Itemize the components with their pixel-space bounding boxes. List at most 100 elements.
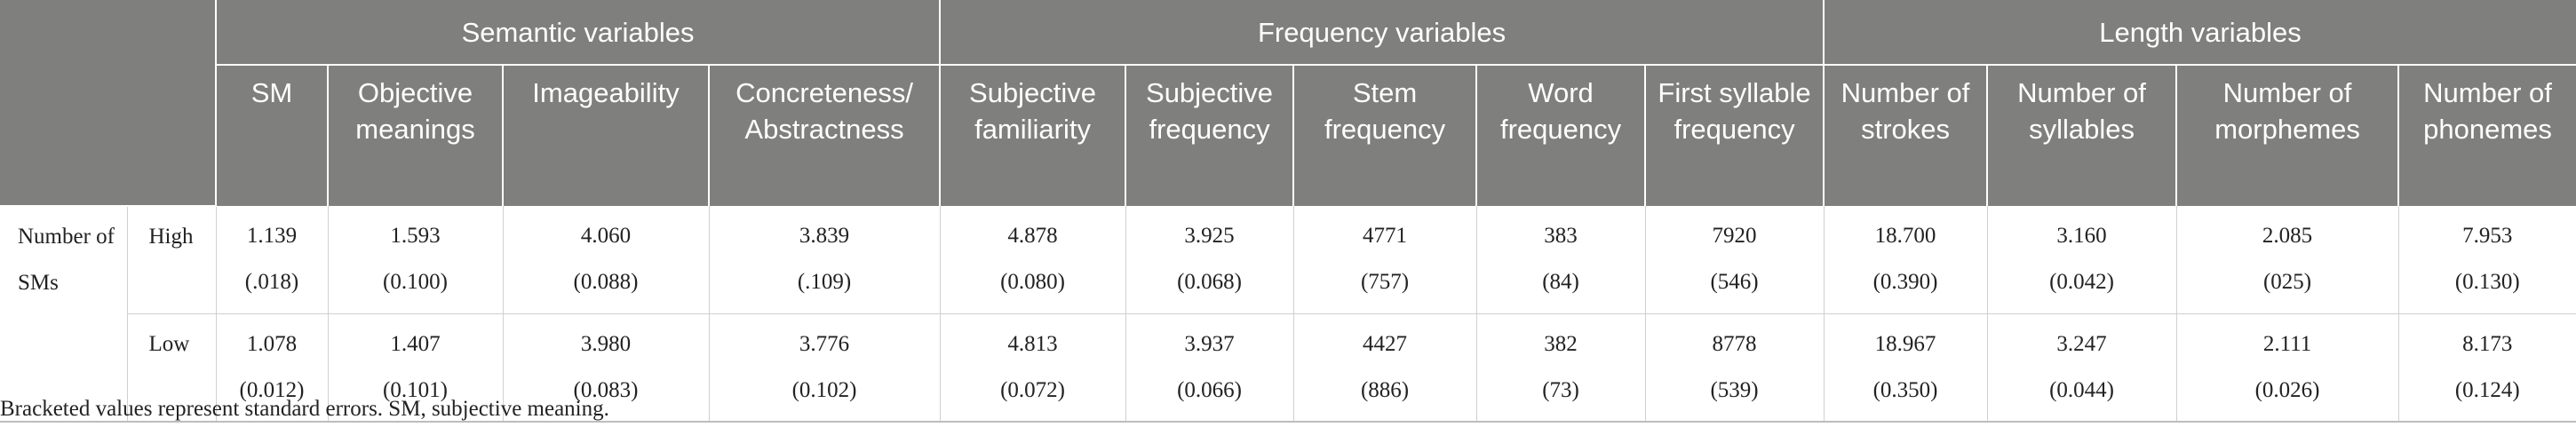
- col-header-first-syllable-frequency: First syllable frequency: [1644, 65, 1825, 206]
- standard-error-value: (757): [1360, 270, 1410, 294]
- data-cell: 4.878 (0.080): [939, 206, 1126, 314]
- mean-value: 4.878: [1007, 224, 1058, 248]
- standard-error-value: (0.026): [2254, 378, 2320, 402]
- data-cell: 3.980 (0.083): [502, 313, 709, 423]
- mean-value: 1.139: [246, 224, 298, 248]
- standard-error-value: (0.068): [1177, 270, 1242, 294]
- data-cell: 3.839 (.109): [708, 206, 941, 314]
- group-frequency-variables: Frequency variables: [939, 0, 1825, 66]
- data-cell: 3.776 (0.102): [708, 313, 941, 423]
- mean-value: 18.967: [1874, 332, 1936, 356]
- standard-error-value: (73): [1542, 378, 1579, 402]
- standard-error-value: (0.350): [1872, 378, 1938, 402]
- data-cell: 2.111 (0.026): [2175, 313, 2399, 423]
- standard-error-value: (539): [1710, 378, 1759, 402]
- variable-header-row: SM Objective meanings Imageability Concr…: [0, 65, 2576, 206]
- row-group-label: Number of SMs: [0, 206, 127, 423]
- mean-value: 1.078: [246, 332, 298, 356]
- standard-error-value: (0.066): [1177, 378, 1242, 402]
- col-header-stem-frequency: Stem frequency: [1292, 65, 1477, 206]
- standard-error-value: (0.101): [383, 378, 448, 402]
- data-cell: 1.078 (0.012): [215, 313, 328, 423]
- standard-error-value: (0.088): [573, 270, 639, 294]
- mean-value: 382: [1544, 332, 1578, 356]
- data-cell: 4.060 (0.088): [502, 206, 709, 314]
- standard-error-value: (025): [2262, 270, 2312, 294]
- col-header-subjective-frequency: Subjective frequency: [1125, 65, 1294, 206]
- mean-value: 1.407: [390, 332, 441, 356]
- mean-value: 8778: [1712, 332, 1757, 356]
- standard-error-value: (0.124): [2454, 378, 2520, 402]
- data-cell: 2.085 (025): [2175, 206, 2399, 314]
- mean-value: 383: [1544, 224, 1578, 248]
- standard-error-value: (0.102): [791, 378, 857, 402]
- standard-error-value: (0.130): [2454, 270, 2520, 294]
- data-cell: 383 (84): [1475, 206, 1646, 314]
- corner-header: [0, 0, 216, 207]
- data-cell: 4427 (886): [1292, 313, 1477, 423]
- col-header-number-of-morphemes: Number of morphemes: [2175, 65, 2399, 206]
- col-header-sm: SM: [215, 65, 328, 206]
- standard-error-value: (0.080): [1000, 270, 1065, 294]
- col-header-number-of-strokes: Number of strokes: [1823, 65, 1988, 206]
- col-header-number-of-phonemes: Number of phonemes: [2397, 65, 2576, 206]
- standard-error-value: (84): [1542, 270, 1579, 294]
- standard-error-value: (886): [1360, 378, 1410, 402]
- row-level-label: High: [126, 206, 216, 314]
- mean-value: 7.953: [2462, 224, 2513, 248]
- col-header-number-of-syllables: Number of syllables: [1986, 65, 2177, 206]
- col-header-subjective-familiarity: Subjective familiarity: [939, 65, 1126, 206]
- table-body: Number of SMs High 1.139 (.018) 1.593 (0.10…: [0, 206, 2576, 423]
- standard-error-value: (0.100): [383, 270, 448, 294]
- mean-value: 4.813: [1007, 332, 1058, 356]
- standard-error-value: (.109): [797, 270, 852, 294]
- mean-value: 2.111: [2262, 332, 2312, 356]
- data-cell: 1.139 (.018): [215, 206, 328, 314]
- table-footnote: Bracketed values represent standard erro…: [0, 397, 609, 421]
- results-table: Semantic variables Frequency variables L…: [0, 0, 2576, 423]
- data-cell: 8.173 (0.124): [2397, 313, 2576, 423]
- standard-error-value: (0.012): [239, 378, 305, 402]
- mean-value: 3.839: [799, 224, 850, 248]
- mean-value: 3.776: [799, 332, 850, 356]
- mean-value: 3.160: [2056, 224, 2107, 248]
- standard-error-value: (0.083): [573, 378, 639, 402]
- mean-value: 4427: [1363, 332, 1408, 356]
- data-cell: 18.700 (0.390): [1823, 206, 1988, 314]
- group-length-variables: Length variables: [1823, 0, 2576, 66]
- data-cell: 7.953 (0.130): [2397, 206, 2576, 314]
- data-cell: 3.937 (0.066): [1125, 313, 1294, 423]
- data-cell: 3.247 (0.044): [1986, 313, 2177, 423]
- data-cell: 3.925 (0.068): [1125, 206, 1294, 314]
- mean-value: 18.700: [1874, 224, 1936, 248]
- table-row-high: Number of SMs High 1.139 (.018) 1.593 (0.10…: [0, 206, 2576, 423]
- mean-value: 4.060: [580, 224, 632, 248]
- data-cell: 8778 (539): [1644, 313, 1825, 423]
- row-level-label: Low: [126, 313, 216, 423]
- col-header-imageability: Imageability: [502, 65, 709, 206]
- data-cell: 4771 (757): [1292, 206, 1477, 314]
- mean-value: 3.247: [2056, 332, 2107, 356]
- data-cell: 1.593 (0.100): [327, 206, 503, 314]
- mean-value: 4771: [1363, 224, 1408, 248]
- standard-error-value: (0.044): [2049, 378, 2114, 402]
- mean-value: 1.593: [390, 224, 441, 248]
- data-cell: 4.813 (0.072): [939, 313, 1126, 423]
- group-header-row: Semantic variables Frequency variables L…: [0, 0, 2576, 207]
- mean-value: 8.173: [2462, 332, 2513, 356]
- mean-value: 3.980: [580, 332, 632, 356]
- mean-value: 3.937: [1184, 332, 1235, 356]
- col-header-word-frequency: Word frequency: [1475, 65, 1646, 206]
- data-cell: 382 (73): [1475, 313, 1646, 423]
- data-cell: 18.967 (0.350): [1823, 313, 1988, 423]
- mean-value: 2.085: [2262, 224, 2313, 248]
- col-header-objective-meanings: Objective meanings: [327, 65, 503, 206]
- standard-error-value: (.018): [244, 270, 299, 294]
- standard-error-value: (0.072): [1000, 378, 1065, 402]
- table-row-low: Low 1.078 (0.012) 1.407 (0.101) 3.980 (0.083)…: [0, 313, 2576, 423]
- data-cell: 1.407 (0.101): [327, 313, 503, 423]
- standard-error-value: (546): [1710, 270, 1759, 294]
- col-header-concreteness: Concreteness/ Abstractness: [707, 65, 941, 206]
- data-cell: 7920 (546): [1644, 206, 1825, 314]
- mean-value: 3.925: [1184, 224, 1235, 248]
